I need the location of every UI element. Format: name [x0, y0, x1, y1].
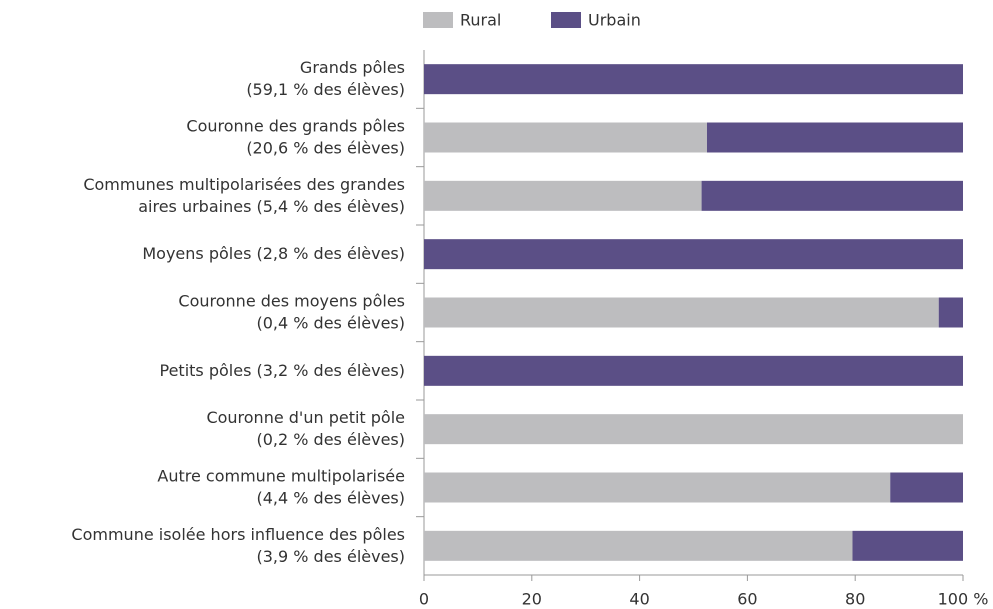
y-tick-label: Couronne d'un petit pôle (0,2 % des élève…: [206, 408, 405, 449]
bar-segment: [890, 472, 963, 503]
y-tick-label-line: Commune isolée hors influence des pôles: [71, 524, 405, 543]
bar-segment: [938, 297, 963, 328]
y-tick-label-line: (59,1 % des élèves): [246, 80, 405, 99]
x-tick-label: 0: [419, 590, 429, 609]
bar-segment: [424, 355, 963, 386]
legend-label: Urbain: [588, 11, 641, 30]
y-tick-label-line: Petits pôles (3,2 % des élèves): [160, 360, 406, 379]
y-tick-label-line: Couronne des grands pôles: [186, 116, 405, 135]
bar-segment: [424, 297, 939, 328]
y-tick-label-line: (3,9 % des élèves): [256, 546, 405, 565]
y-tick-label-line: Moyens pôles (2,8 % des élèves): [142, 244, 405, 263]
y-tick-label: Couronne des grands pôles (20,6 % des élè…: [186, 116, 405, 157]
y-tick-label-line: (0,2 % des élèves): [256, 430, 405, 449]
y-tick-label-line: (20,6 % des élèves): [246, 138, 405, 157]
y-tick-label: Grands pôles (59,1 % des élèves): [246, 58, 405, 99]
bar-segment: [424, 64, 963, 95]
bar-segment: [424, 180, 702, 211]
x-tick-label: 100 %: [938, 590, 989, 609]
y-tick-label: Moyens pôles (2,8 % des élèves): [142, 244, 405, 263]
x-tick-label: 80: [845, 590, 865, 609]
y-tick-label: Commune isolée hors influence des pôles (…: [71, 524, 405, 565]
y-tick-label-line: (0,4 % des élèves): [256, 313, 405, 332]
y-tick-label-line: Autre commune multipolarisée: [157, 466, 405, 485]
y-tick-label-line: Communes multipolarisées des grandes: [83, 174, 405, 193]
bar-segment: [701, 180, 963, 211]
y-tick-label-line: Couronne d'un petit pôle: [206, 408, 405, 427]
bar-segment: [424, 239, 963, 270]
bar-segment: [424, 530, 853, 561]
y-tick-label: Petits pôles (3,2 % des élèves): [160, 360, 406, 379]
x-tick-label: 60: [737, 590, 757, 609]
bar-segment: [424, 122, 707, 153]
y-tick-label-line: aires urbaines (5,4 % des élèves): [138, 196, 405, 215]
bar-segment: [424, 472, 891, 503]
legend-label: Rural: [460, 11, 501, 30]
bar-segment: [424, 414, 963, 445]
y-tick-label-line: Couronne des moyens pôles: [178, 291, 405, 310]
y-tick-label: Communes multipolarisées des grandes aire…: [83, 174, 405, 215]
legend-swatch: [551, 12, 581, 28]
y-tick-label: Autre commune multipolarisée (4,4 % des é…: [157, 466, 405, 507]
y-tick-label-line: (4,4 % des élèves): [256, 488, 405, 507]
x-tick-label: 40: [629, 590, 649, 609]
x-tick-label: 20: [522, 590, 542, 609]
y-tick-label: Couronne des moyens pôles (0,4 % des élèv…: [178, 291, 405, 332]
legend-swatch: [423, 12, 453, 28]
y-tick-label-line: Grands pôles: [300, 58, 405, 77]
bar-segment: [706, 122, 963, 153]
bar-segment: [852, 530, 963, 561]
